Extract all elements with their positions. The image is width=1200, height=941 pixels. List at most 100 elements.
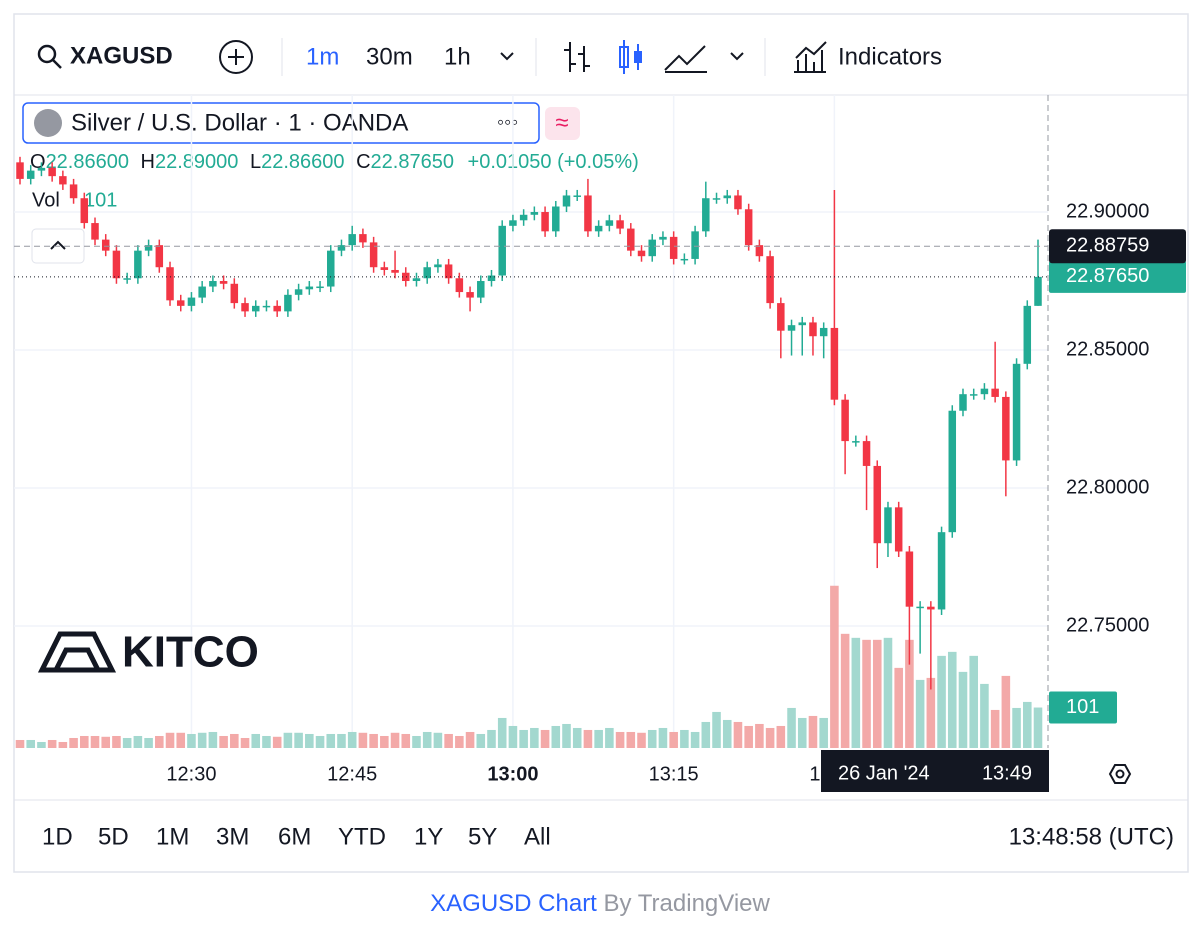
last-price-label: 22.87650 [1066, 265, 1149, 287]
candle-body [552, 206, 560, 232]
candle-body [980, 388, 989, 395]
range-button[interactable]: All [524, 823, 551, 850]
symbol-search[interactable]: XAGUSD [37, 42, 173, 69]
volume-bar [787, 707, 796, 748]
volume-bar [305, 733, 314, 748]
crosshair-price-box [1049, 229, 1186, 264]
candle-body [187, 297, 196, 306]
footer-link[interactable]: XAGUSD Chart [430, 890, 597, 917]
candle-body [391, 269, 399, 273]
candle-body [594, 225, 603, 232]
range-button[interactable]: 1D [42, 823, 73, 850]
candle-body [744, 209, 753, 246]
range-button[interactable]: 3M [216, 823, 249, 850]
compare-button[interactable] [219, 40, 253, 74]
candle-body [369, 242, 378, 268]
volume-bar [583, 729, 593, 748]
candle-body [948, 410, 957, 533]
volume-bar [755, 723, 764, 748]
candle-body [766, 256, 774, 304]
range-button[interactable]: 5D [98, 823, 129, 850]
range-button[interactable]: 5Y [468, 823, 497, 850]
candle-body [198, 286, 206, 298]
indicators-icon[interactable] [794, 41, 827, 73]
volume-bar [465, 731, 475, 748]
interval-button[interactable]: 30m [366, 43, 413, 70]
volume-bar [1033, 707, 1043, 748]
badge-icon: ≈ [555, 109, 568, 136]
range-button[interactable]: 1Y [414, 823, 443, 850]
more-button[interactable]: ◦◦◦ [497, 111, 518, 133]
volume-bar [347, 731, 357, 748]
volume-bar [851, 637, 861, 748]
interval-button[interactable]: 1h [444, 43, 471, 70]
y-tick-label: 22.75000 [1066, 614, 1149, 636]
candle-body [455, 278, 464, 293]
volume-bar [101, 736, 111, 748]
x-tick-label: 12:45 [327, 763, 377, 785]
volume-bar [562, 723, 571, 748]
volume-bar [594, 729, 603, 748]
candle-body [434, 264, 442, 268]
candle-body [402, 272, 410, 282]
volume-bar [830, 585, 839, 748]
volume-bar [122, 737, 132, 748]
volume-bar [155, 735, 164, 748]
indicators-button[interactable]: Indicators [838, 43, 942, 70]
volume-bar [251, 733, 261, 748]
candle-body [444, 264, 453, 279]
volume-bar [69, 737, 78, 748]
volume-bar [937, 655, 946, 748]
ohlc-value: 22.86600 [46, 151, 129, 173]
volume-bar [669, 731, 678, 748]
candle-body [155, 245, 164, 268]
volume-bar [401, 733, 411, 748]
candle-body [616, 220, 624, 229]
candle-body [873, 465, 882, 544]
settings-icon [1115, 769, 1125, 779]
collapse-icon [50, 240, 66, 250]
candle-body [916, 606, 924, 609]
symbol[interactable]: XAGUSD [70, 42, 173, 69]
candle-body [59, 176, 67, 185]
clock[interactable]: 13:48:58 (UTC) [1009, 823, 1174, 850]
candle-body [498, 225, 506, 276]
bars-icon[interactable] [564, 42, 590, 72]
settings-button[interactable] [1108, 764, 1132, 784]
volume-bar [840, 633, 850, 748]
search-icon [52, 59, 62, 69]
volume-bar [412, 735, 421, 748]
range-bar: 1D 5D 1M 3M 6M YTD 1Y 5Y All [42, 823, 551, 850]
volume-bar [283, 732, 293, 748]
volume-bar [197, 732, 207, 748]
candle-body [852, 441, 860, 443]
candle-body [712, 198, 721, 200]
range-button[interactable]: 1M [156, 823, 189, 850]
volume-bar [219, 735, 228, 748]
volume-bar [519, 729, 528, 748]
candle-body [562, 195, 571, 207]
volume-bar [712, 711, 721, 748]
pink-badge[interactable] [545, 107, 580, 140]
volume-bar [990, 709, 1000, 748]
candle-body [487, 275, 496, 282]
chevron[interactable] [730, 52, 744, 61]
volume-bar [572, 727, 582, 748]
volume-bar [390, 732, 400, 748]
interval-button[interactable]: 1m [306, 43, 339, 70]
chevron[interactable] [500, 52, 514, 61]
candle-body [316, 286, 324, 289]
area-icon[interactable] [664, 45, 707, 73]
candle-body [787, 325, 796, 331]
range-button[interactable]: 6M [278, 823, 311, 850]
ohlc-label: L [250, 151, 261, 173]
candle-body [637, 250, 646, 257]
legend-box[interactable] [22, 102, 540, 144]
volume-bar [1022, 701, 1032, 748]
candle-body [509, 220, 517, 226]
range-button[interactable]: YTD [338, 823, 386, 850]
candles-icon[interactable] [619, 40, 642, 74]
volume-bar [176, 732, 186, 748]
candle-body [219, 281, 228, 284]
